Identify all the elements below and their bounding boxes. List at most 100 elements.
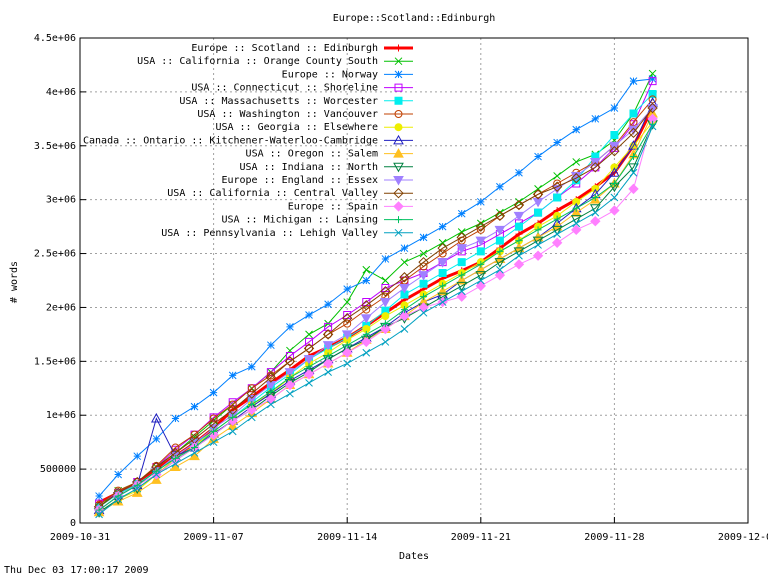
point (648, 75, 657, 83)
point (343, 341, 351, 349)
point (150, 412, 162, 423)
point (534, 152, 542, 161)
point (609, 167, 620, 177)
point (303, 355, 315, 365)
point (553, 172, 561, 180)
point (457, 209, 466, 218)
point (381, 320, 389, 328)
point (420, 293, 428, 301)
point (246, 404, 257, 416)
point (456, 232, 467, 243)
point (494, 225, 506, 236)
point (628, 127, 639, 139)
point (456, 281, 468, 292)
point (475, 221, 487, 232)
point (437, 242, 448, 254)
point (610, 180, 618, 187)
point (609, 145, 620, 157)
point (381, 312, 390, 321)
point (438, 249, 447, 258)
point (418, 302, 429, 313)
point (362, 298, 371, 307)
point (341, 347, 353, 358)
point (495, 211, 504, 220)
legend-label: USA :: Indiana :: North (240, 162, 378, 173)
point (629, 77, 638, 85)
legend-marker (394, 83, 403, 92)
point (305, 311, 313, 319)
point (476, 197, 485, 206)
point (399, 284, 410, 294)
point (476, 276, 485, 285)
point (209, 414, 218, 423)
chart-title: Europe::Scotland::Edinburgh (333, 13, 496, 24)
point (362, 276, 371, 285)
legend-label: Canada :: Ontario :: Kitchener-Waterloo-… (83, 135, 378, 146)
point (610, 104, 619, 112)
point (475, 236, 487, 247)
point (362, 348, 371, 357)
plot-frame (79, 37, 749, 524)
point (572, 219, 581, 228)
point (305, 379, 313, 387)
legend-marker (394, 57, 403, 66)
point (152, 435, 161, 443)
point (496, 182, 504, 191)
point (343, 359, 352, 368)
point (324, 352, 332, 360)
legend-marker (393, 162, 404, 173)
point (477, 260, 485, 268)
point (418, 256, 429, 268)
point (648, 69, 657, 78)
legend-label: USA :: Georgia :: Elsewhere (215, 122, 378, 133)
legend-label: Europe :: Scotland :: Edinburgh (191, 43, 378, 54)
point (286, 322, 294, 331)
point (343, 285, 352, 293)
point (248, 400, 256, 408)
point (629, 118, 638, 127)
legend-label: Europe :: Norway (282, 69, 378, 80)
point (246, 388, 257, 399)
point (610, 131, 619, 139)
legend-marker (394, 110, 403, 118)
point (362, 265, 371, 274)
point (629, 168, 638, 177)
y-tick-label: 2e+06 (46, 302, 76, 313)
point (532, 197, 544, 208)
legend-marker (395, 216, 402, 224)
point (381, 338, 390, 346)
legend-marker (393, 187, 404, 199)
point (515, 168, 523, 177)
point (324, 300, 332, 309)
point (303, 343, 315, 354)
point (590, 216, 601, 227)
point (648, 122, 657, 131)
point (553, 215, 561, 223)
point (476, 219, 485, 228)
point (265, 393, 277, 405)
point (114, 492, 122, 500)
point (247, 384, 256, 393)
point (228, 400, 237, 409)
point (476, 247, 485, 256)
point (457, 287, 466, 296)
point (419, 249, 428, 258)
point (229, 413, 237, 421)
point (457, 228, 466, 236)
point (190, 449, 199, 457)
point (515, 251, 523, 260)
legend-marker (393, 148, 404, 158)
point (456, 291, 467, 302)
y-tick-label: 3e+06 (46, 195, 76, 206)
point (534, 208, 543, 217)
point (381, 255, 390, 263)
point (571, 172, 582, 184)
point (590, 162, 601, 173)
point (95, 506, 103, 514)
point (341, 313, 353, 324)
point (551, 237, 563, 248)
point (95, 510, 103, 519)
point (628, 183, 639, 195)
point (190, 402, 199, 411)
